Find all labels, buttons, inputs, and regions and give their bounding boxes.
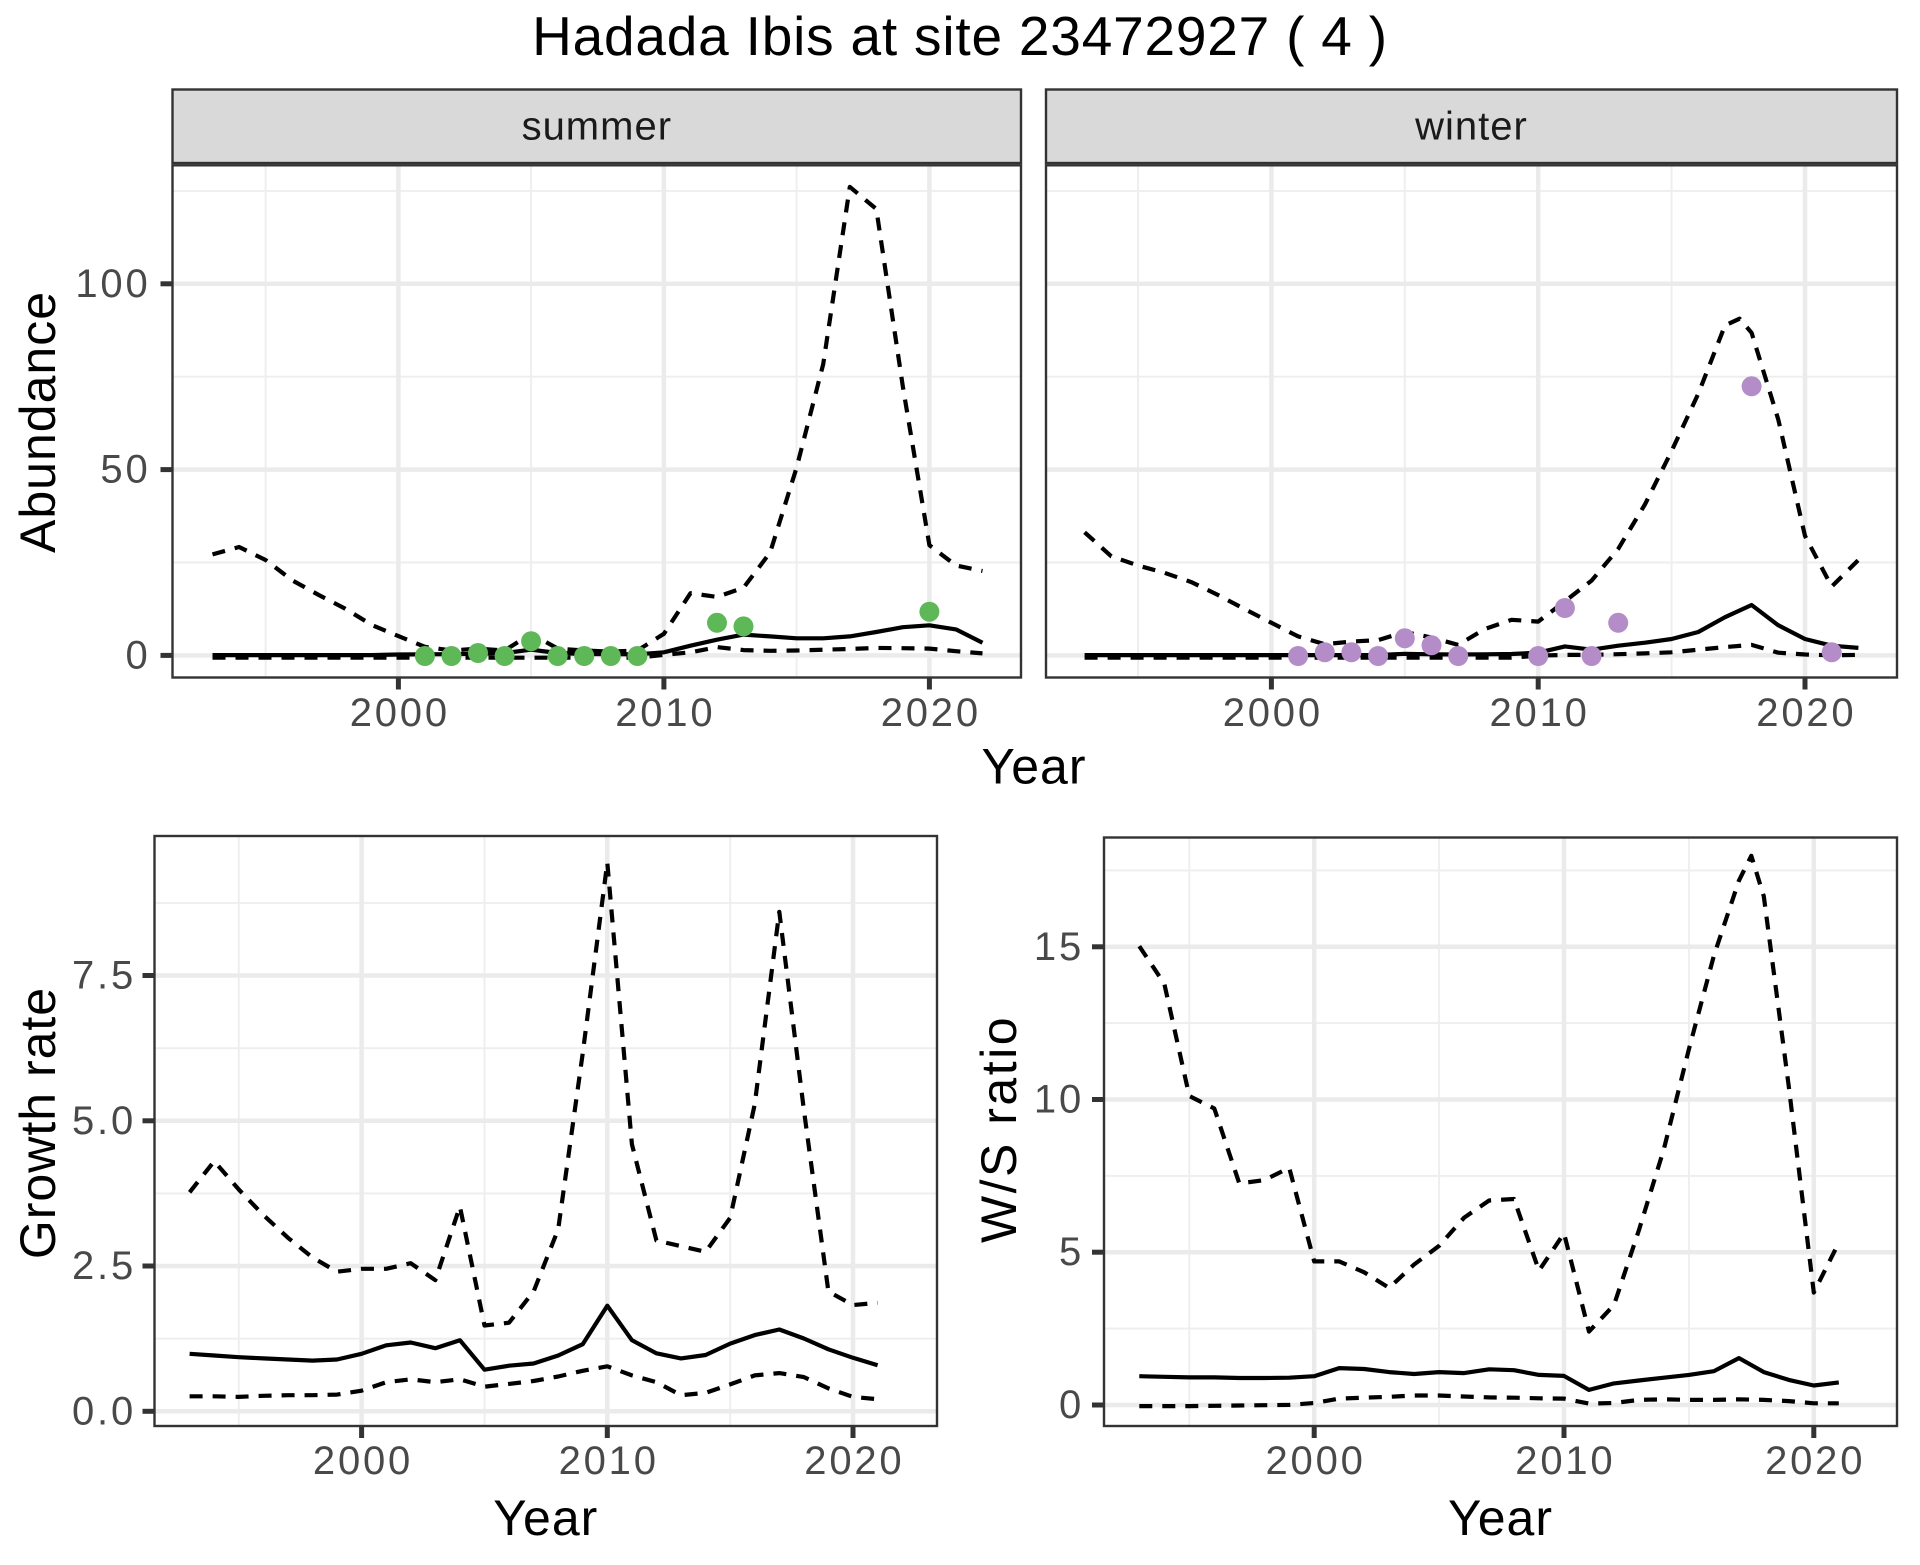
- svg-text:0: 0: [1059, 1383, 1084, 1427]
- svg-text:2.5: 2.5: [72, 1244, 136, 1288]
- svg-text:2010: 2010: [1515, 1439, 1615, 1483]
- svg-text:Hadada Ibis at site 23472927 (: Hadada Ibis at site 23472927 ( 4 ): [532, 5, 1388, 67]
- svg-text:0.0: 0.0: [72, 1389, 136, 1433]
- svg-text:2020: 2020: [1756, 691, 1856, 735]
- svg-text:W/S ratio: W/S ratio: [971, 1015, 1027, 1243]
- svg-text:Year: Year: [1448, 1490, 1553, 1546]
- svg-text:15: 15: [1034, 925, 1084, 969]
- svg-text:Year: Year: [981, 739, 1086, 795]
- svg-text:Abundance: Abundance: [10, 291, 66, 553]
- svg-text:5: 5: [1059, 1230, 1084, 1274]
- svg-text:7.5: 7.5: [72, 954, 136, 998]
- svg-text:50: 50: [100, 448, 150, 492]
- svg-text:2020: 2020: [881, 691, 981, 735]
- svg-text:winter: winter: [1414, 105, 1528, 149]
- svg-text:5.0: 5.0: [72, 1099, 136, 1143]
- svg-text:summer: summer: [522, 105, 672, 149]
- svg-text:100: 100: [75, 262, 150, 306]
- svg-text:Growth rate: Growth rate: [10, 987, 66, 1259]
- svg-text:0: 0: [125, 633, 150, 677]
- svg-text:2000: 2000: [350, 691, 450, 735]
- svg-text:2020: 2020: [1765, 1439, 1865, 1483]
- svg-text:10: 10: [1034, 1078, 1084, 1122]
- svg-text:2010: 2010: [559, 1439, 659, 1483]
- svg-text:2000: 2000: [1266, 1439, 1366, 1483]
- svg-text:2010: 2010: [1490, 691, 1590, 735]
- svg-text:2000: 2000: [313, 1439, 413, 1483]
- svg-text:2000: 2000: [1223, 691, 1323, 735]
- svg-text:Year: Year: [493, 1490, 598, 1546]
- svg-text:2020: 2020: [804, 1439, 904, 1483]
- svg-text:2010: 2010: [615, 691, 715, 735]
